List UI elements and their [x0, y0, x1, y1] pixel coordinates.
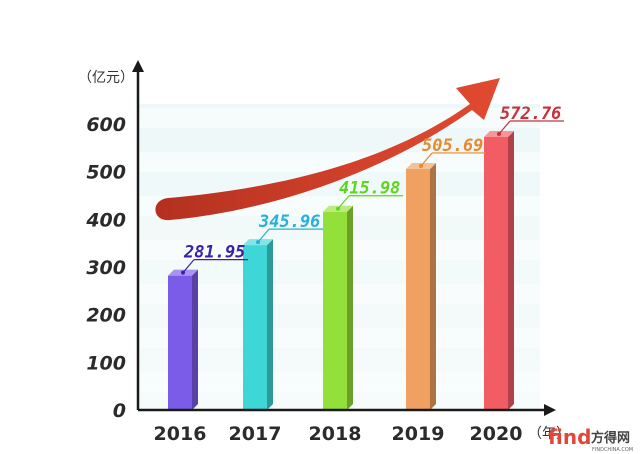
y-tick-label: 300	[86, 257, 126, 279]
x-category-2019: 2019	[392, 423, 445, 445]
data-label-2016: 281.95	[183, 243, 245, 263]
label-dot	[256, 240, 260, 245]
label-leader	[420, 152, 433, 167]
bar-2019	[406, 162, 436, 410]
label-leader	[498, 120, 511, 135]
watermark-suffix: 方得网	[591, 430, 630, 446]
label-dot	[419, 163, 423, 168]
y-tick-label: 600	[86, 114, 126, 136]
label-leaders-group	[181, 120, 564, 275]
x-category-2017: 2017	[229, 423, 282, 445]
y-tick-label: 200	[86, 305, 126, 327]
bg-stripe	[138, 108, 540, 128]
bar-2017	[243, 239, 273, 410]
data-label-2018: 415.98	[339, 179, 400, 199]
label-dot	[181, 270, 185, 275]
x-axis-arrow-head	[544, 404, 556, 416]
bar-side	[267, 239, 273, 410]
bar-front	[168, 275, 192, 410]
trend-arrow	[155, 78, 500, 221]
data-label-2020: 572.76	[500, 104, 561, 124]
x-category-labels: 2016 2017 2018 2019 2020	[154, 423, 523, 445]
plot-background-stripes	[138, 108, 540, 392]
y-tick-label: 100	[86, 352, 126, 374]
bar-front	[243, 245, 267, 410]
bars-group	[168, 130, 514, 410]
bar-side	[430, 162, 436, 410]
y-axis-unit: （亿元）	[78, 70, 134, 86]
label-leader	[257, 228, 270, 243]
x-axis-unit: （年）	[528, 426, 570, 442]
label-dot	[336, 206, 340, 211]
label-leader	[182, 259, 195, 273]
x-category-2020: 2020	[470, 423, 523, 445]
data-label-2019: 505.69	[422, 136, 483, 156]
watermark-text: find	[548, 425, 591, 449]
watermark-sub: FINDCHINA.COM	[592, 447, 633, 453]
x-category-2016: 2016	[154, 423, 207, 445]
y-tick-label: 400	[85, 209, 126, 231]
label-dot	[497, 131, 501, 136]
y-tick-label: 500	[86, 162, 126, 184]
bar-side	[192, 269, 198, 410]
bar-side	[508, 130, 514, 410]
bar-2018	[323, 205, 353, 410]
watermark: find 方得网 FINDCHINA.COM	[548, 425, 633, 453]
y-tick-labels: 0 100 200 300 400 500 600	[85, 114, 126, 422]
label-leader	[337, 195, 350, 210]
bar-front	[484, 136, 508, 410]
y-tick-label: 0	[113, 400, 126, 422]
y-axis-arrow-head	[132, 60, 144, 72]
bg-stripe	[138, 152, 540, 172]
bar-front	[406, 168, 430, 410]
bar-2020	[484, 130, 514, 410]
x-category-2018: 2018	[309, 423, 362, 445]
bar-front	[323, 211, 347, 410]
data-labels-group: 281.95 345.96 415.98 505.69 572.76	[183, 104, 561, 263]
data-label-2017: 345.96	[258, 212, 320, 232]
bar-2016	[168, 269, 198, 410]
bar-side	[347, 205, 353, 410]
